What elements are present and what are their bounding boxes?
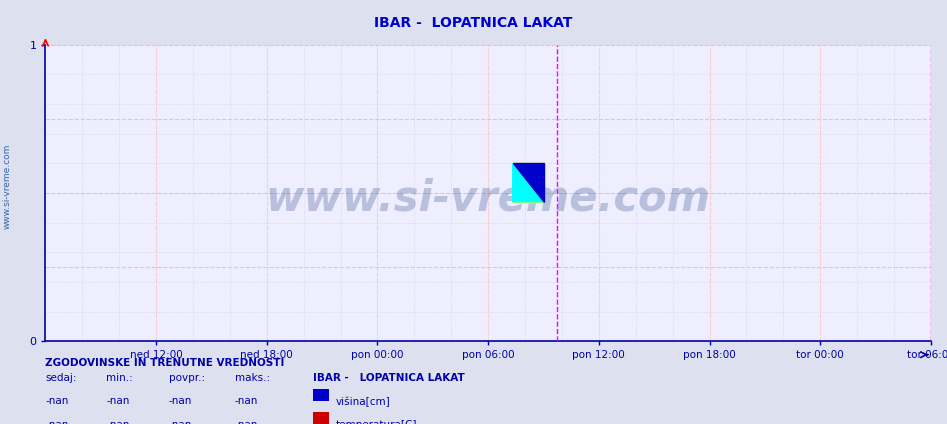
Text: IBAR -   LOPATNICA LAKAT: IBAR - LOPATNICA LAKAT	[313, 373, 464, 383]
Text: min.:: min.:	[106, 373, 133, 383]
Text: ZGODOVINSKE IN TRENUTNE VREDNOSTI: ZGODOVINSKE IN TRENUTNE VREDNOSTI	[45, 358, 285, 368]
Text: višina[cm]: višina[cm]	[335, 396, 390, 407]
Polygon shape	[512, 163, 544, 202]
Text: www.si-vreme.com: www.si-vreme.com	[266, 178, 710, 220]
Text: -nan: -nan	[235, 396, 259, 407]
Text: -nan: -nan	[169, 396, 192, 407]
Bar	[512, 163, 544, 202]
Text: povpr.:: povpr.:	[169, 373, 205, 383]
Text: temperatura[C]: temperatura[C]	[335, 420, 417, 424]
Text: sedaj:: sedaj:	[45, 373, 77, 383]
Text: -nan: -nan	[169, 420, 192, 424]
Polygon shape	[512, 163, 544, 202]
Text: -nan: -nan	[45, 396, 69, 407]
Text: -nan: -nan	[45, 420, 69, 424]
Text: -nan: -nan	[235, 420, 259, 424]
Text: maks.:: maks.:	[235, 373, 270, 383]
Text: -nan: -nan	[106, 396, 130, 407]
Text: IBAR -  LOPATNICA LAKAT: IBAR - LOPATNICA LAKAT	[374, 16, 573, 31]
Text: www.si-vreme.com: www.si-vreme.com	[2, 144, 11, 229]
Text: -nan: -nan	[106, 420, 130, 424]
